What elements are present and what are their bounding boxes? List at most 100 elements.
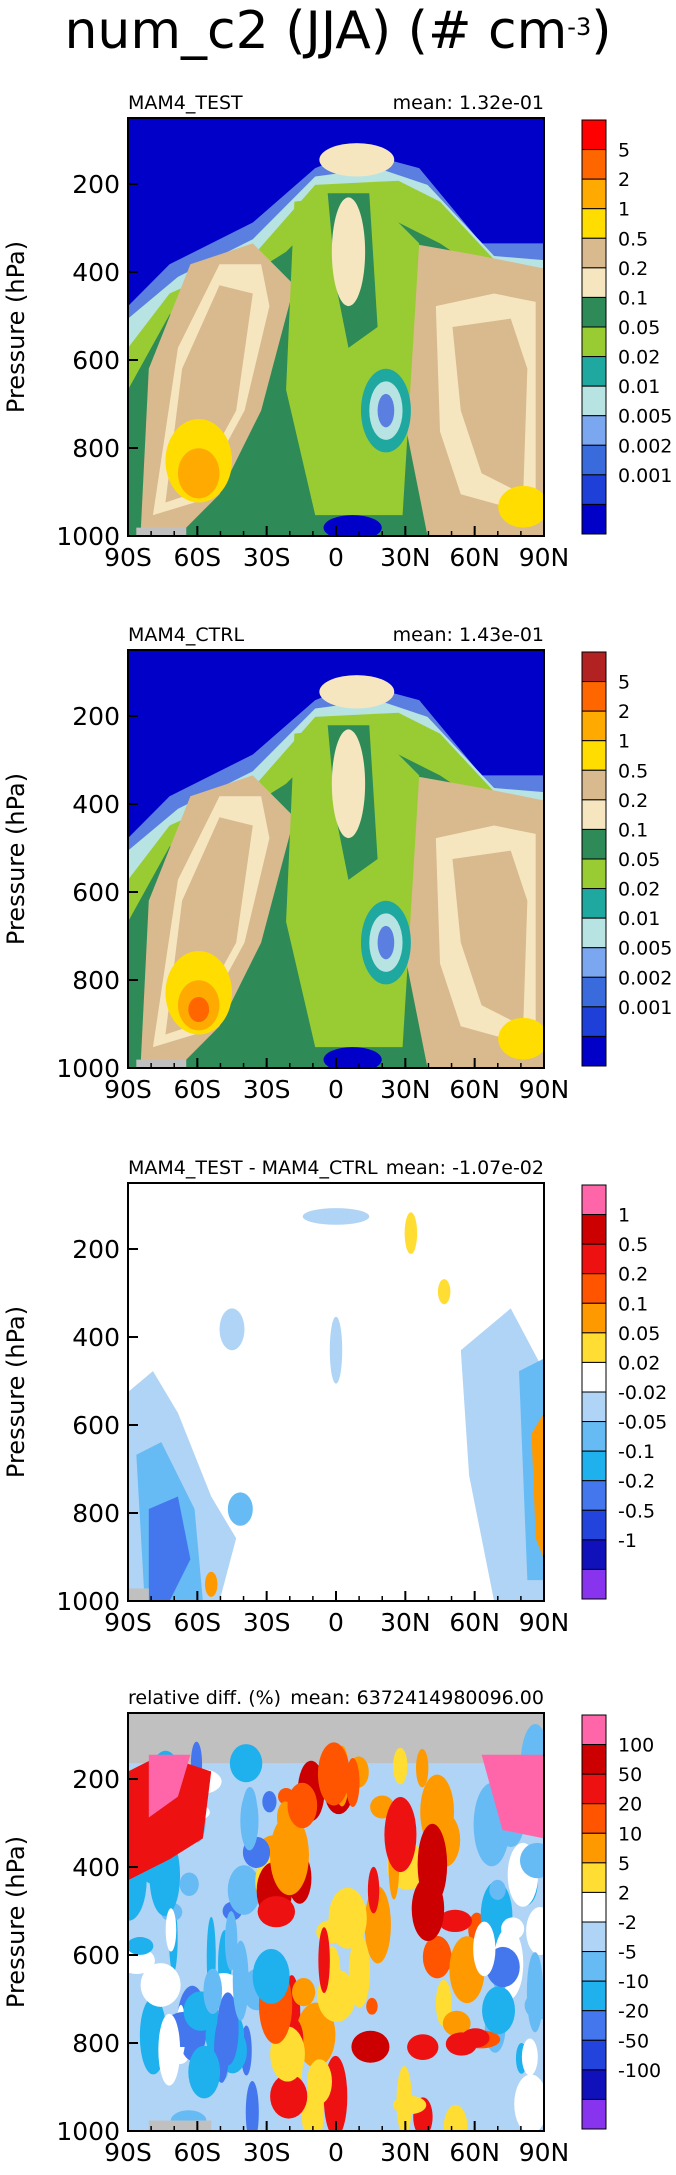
contour-patch bbox=[138, 1831, 165, 1884]
panel-test-left-label: MAM4_TEST bbox=[128, 92, 243, 114]
panel-test-mean-label: mean: 1.32e-01 bbox=[392, 92, 544, 114]
colorbar-label: 1 bbox=[618, 199, 630, 221]
colorbar-box bbox=[581, 710, 607, 742]
y-tick-label: 600 bbox=[72, 878, 120, 907]
y-tick-label: 600 bbox=[72, 1411, 120, 1440]
colorbar-label: 0.1 bbox=[618, 819, 648, 841]
contour-patch bbox=[282, 2046, 303, 2091]
contour-patch bbox=[203, 1968, 223, 2015]
contour-patch bbox=[384, 1797, 417, 1873]
contour-patch bbox=[278, 2016, 304, 2063]
panel-ctrl-left-label: MAM4_CTRL bbox=[128, 624, 245, 646]
contour-patch bbox=[514, 2074, 544, 2131]
contour-patch bbox=[420, 1774, 455, 1849]
colorbar-box bbox=[581, 296, 607, 328]
x-tick-label: 30N bbox=[380, 2138, 431, 2167]
colorbar-box bbox=[581, 385, 607, 417]
colorbar-label: 0.001 bbox=[618, 465, 672, 487]
x-tick-label: 60S bbox=[173, 2138, 221, 2167]
contour-100-east bbox=[481, 1754, 544, 1839]
contour-patch bbox=[214, 2017, 230, 2083]
contour-patch bbox=[254, 1875, 294, 1909]
contour-0.2-north-inner bbox=[452, 850, 528, 1027]
contour-patch bbox=[367, 1866, 380, 1914]
contour-patch bbox=[190, 1741, 203, 1786]
contour-0.002 bbox=[128, 683, 544, 1068]
contour-0.2-south bbox=[140, 775, 295, 1068]
contour-patch bbox=[388, 1823, 400, 1900]
colorbar-label: 0.001 bbox=[618, 997, 672, 1019]
colorbar-label: 2 bbox=[618, 1882, 630, 1904]
missing-region bbox=[136, 527, 187, 536]
colorbar-box bbox=[581, 149, 607, 180]
contour-patch bbox=[392, 2095, 427, 2115]
contour-patch bbox=[252, 1949, 290, 2004]
contour-patch bbox=[222, 1901, 242, 1921]
missing-region bbox=[148, 2120, 212, 2131]
contour-patch bbox=[521, 2038, 538, 2076]
panel-ctrl-frame bbox=[127, 649, 545, 1069]
contour-patch bbox=[232, 1940, 249, 2021]
contour-0.02 bbox=[128, 180, 544, 536]
colorbar-label: -50 bbox=[618, 2030, 649, 2052]
contour-patch bbox=[128, 1937, 154, 1955]
contour-patch bbox=[473, 1921, 496, 1977]
contour-0.1-center bbox=[331, 197, 366, 307]
contour-patch bbox=[179, 1803, 210, 1821]
contour-0.002 bbox=[128, 151, 544, 536]
colorbar-box bbox=[581, 799, 607, 830]
colorbar-label: 0.02 bbox=[618, 347, 660, 369]
contour-2-south bbox=[188, 464, 210, 491]
colorbar-label: 50 bbox=[618, 1764, 642, 1786]
contour-0.1-south bbox=[152, 264, 270, 516]
x-tick-label: 0 bbox=[328, 1608, 344, 1637]
colorbar-box bbox=[581, 208, 607, 239]
contour-patch bbox=[229, 1744, 263, 1783]
x-tick-label: 30N bbox=[380, 1075, 431, 1104]
colorbar-label: -0.1 bbox=[618, 1441, 655, 1463]
contour-patch bbox=[218, 2027, 247, 2074]
x-tick-label: 0 bbox=[328, 543, 344, 572]
colorbar-box bbox=[581, 1862, 607, 1893]
y-tick-label: 400 bbox=[72, 1853, 120, 1882]
colorbar-box bbox=[581, 769, 607, 801]
colorbar-box bbox=[581, 1744, 607, 1775]
x-tick-label: 30S bbox=[243, 2138, 291, 2167]
contour-patch bbox=[324, 1769, 353, 1815]
contour-patch bbox=[166, 1771, 202, 1843]
contour-patch bbox=[292, 1977, 316, 2007]
colorbar-label: 0.1 bbox=[618, 287, 648, 309]
contour-patch bbox=[179, 1872, 199, 1896]
x-tick-label: 60N bbox=[449, 543, 500, 572]
contour-patch bbox=[177, 1985, 208, 2061]
contour-0.2-north bbox=[402, 243, 544, 536]
colorbar-box bbox=[581, 326, 607, 358]
figure-title: num_c2 (JJA) (# cm-3) bbox=[0, 0, 676, 62]
contour-patch bbox=[486, 1946, 520, 1988]
contour-patch bbox=[393, 1747, 408, 1785]
contour-0.5-south bbox=[165, 950, 232, 1035]
colorbar-label: -0.05 bbox=[618, 1412, 667, 1434]
contour-patch bbox=[351, 2030, 390, 2063]
contour-patch bbox=[442, 2010, 471, 2037]
colorbar-box bbox=[581, 237, 607, 269]
contour-patch bbox=[443, 2104, 468, 2131]
panel-rel-field bbox=[128, 1713, 544, 2131]
contour-0.2-north-inner bbox=[452, 318, 528, 495]
colorbar-box bbox=[581, 947, 607, 978]
panel-diff-left-label: MAM4_TEST - MAM4_CTRL bbox=[128, 1157, 378, 1179]
x-tick-label: 30N bbox=[380, 543, 431, 572]
contour-patch bbox=[498, 1802, 524, 1848]
contour-2-south bbox=[188, 996, 210, 1023]
contour-patch bbox=[160, 1902, 183, 1922]
colorbar-label: 0.05 bbox=[618, 1323, 660, 1345]
y-tick-label: 400 bbox=[72, 1323, 120, 1352]
colorbar-box bbox=[581, 1539, 607, 1570]
contour-0.02-center bbox=[286, 725, 420, 1048]
contour-patch bbox=[493, 1947, 507, 1997]
contour-1-south bbox=[177, 980, 220, 1031]
contour-0.05-center bbox=[327, 725, 378, 880]
contour-0.005-center bbox=[369, 381, 403, 440]
figure-title-exponent: -3 bbox=[567, 13, 592, 41]
missing-region bbox=[136, 1059, 187, 1068]
